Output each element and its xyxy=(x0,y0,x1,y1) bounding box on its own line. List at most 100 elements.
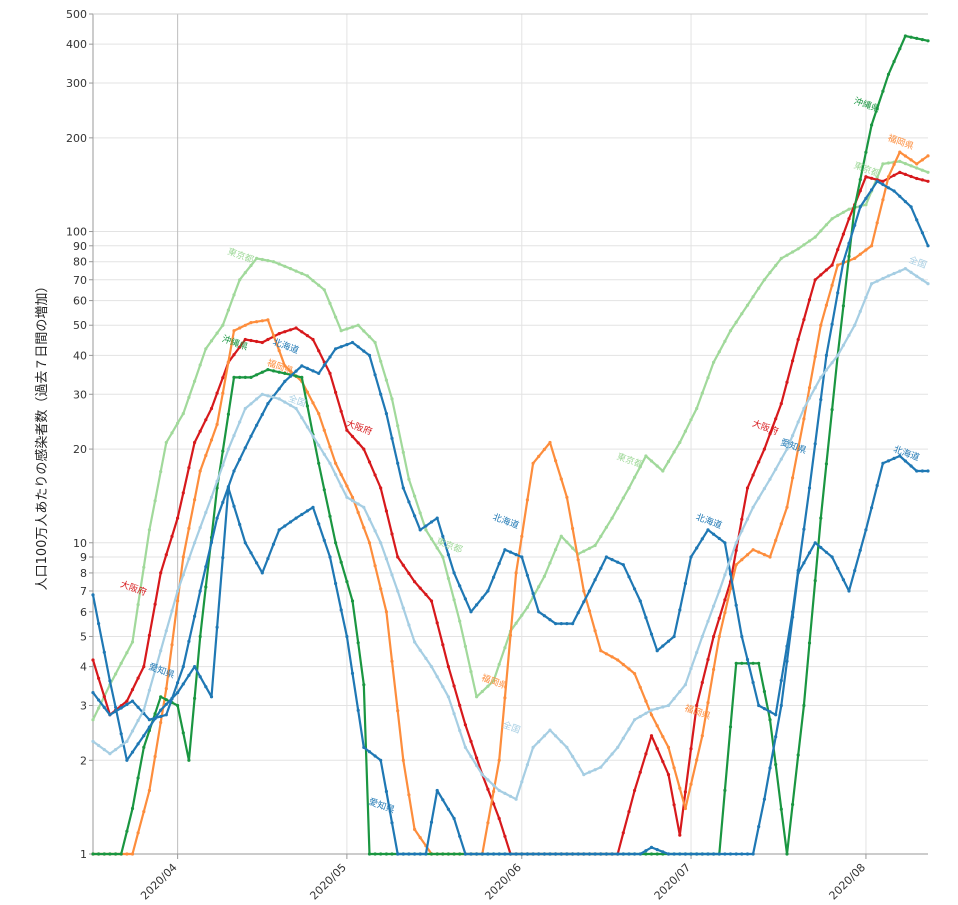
data-point xyxy=(836,353,840,357)
data-point xyxy=(221,391,225,395)
data-point xyxy=(700,391,704,395)
data-point xyxy=(469,670,473,674)
data-point xyxy=(91,739,95,744)
data-point xyxy=(384,509,388,513)
data-point xyxy=(655,649,659,653)
data-point xyxy=(238,457,242,461)
data-point xyxy=(221,500,225,504)
data-point xyxy=(142,734,146,738)
y-tick-label: 1 xyxy=(80,848,87,861)
data-point xyxy=(920,158,925,162)
x-tick-label: 2020/07 xyxy=(652,861,694,903)
data-point xyxy=(193,696,197,701)
y-tick-label: 500 xyxy=(66,8,87,21)
data-point xyxy=(176,516,180,520)
data-point xyxy=(221,449,225,453)
data-point xyxy=(497,852,501,856)
data-point xyxy=(706,657,710,662)
data-point xyxy=(300,364,304,368)
data-point xyxy=(480,852,484,856)
data-point xyxy=(740,661,744,665)
data-point xyxy=(649,632,654,636)
data-point xyxy=(97,852,101,856)
data-point xyxy=(587,546,592,550)
data-point xyxy=(757,496,761,500)
data-point xyxy=(807,551,812,555)
y-tick-label: 8 xyxy=(80,567,87,580)
data-point xyxy=(627,575,631,579)
data-point xyxy=(452,598,456,602)
data-point xyxy=(328,355,332,359)
data-point xyxy=(655,747,659,751)
data-point xyxy=(633,672,637,676)
data-point xyxy=(604,652,609,656)
data-point xyxy=(892,173,896,177)
data-point xyxy=(322,488,326,492)
data-point xyxy=(170,643,174,647)
data-point xyxy=(475,756,479,760)
data-point xyxy=(424,852,428,856)
data-point xyxy=(311,505,315,509)
data-point xyxy=(339,608,343,612)
data-point xyxy=(334,541,338,545)
data-point xyxy=(655,707,659,711)
data-point xyxy=(728,557,733,561)
data-point xyxy=(807,239,812,243)
data-point xyxy=(260,319,264,323)
data-point xyxy=(401,563,405,567)
data-point xyxy=(796,753,800,757)
data-point xyxy=(469,754,473,759)
data-point xyxy=(334,581,338,586)
data-point xyxy=(774,467,778,471)
data-point xyxy=(621,831,625,835)
data-point xyxy=(740,852,744,856)
data-point xyxy=(249,338,253,343)
data-point xyxy=(870,123,874,127)
data-point xyxy=(875,106,879,110)
data-point xyxy=(390,852,394,856)
data-point xyxy=(571,622,575,626)
data-point xyxy=(232,434,236,438)
data-point xyxy=(768,432,772,436)
data-point xyxy=(870,506,874,510)
data-point xyxy=(350,599,355,603)
data-point xyxy=(554,734,558,738)
data-point xyxy=(870,176,874,180)
data-point xyxy=(418,836,422,840)
data-point xyxy=(317,522,321,526)
data-point xyxy=(91,691,95,695)
data-point xyxy=(875,221,879,225)
data-point xyxy=(288,369,293,373)
data-point xyxy=(655,724,659,728)
data-point xyxy=(136,776,140,780)
data-point xyxy=(260,370,264,374)
data-point xyxy=(362,505,366,509)
data-point xyxy=(266,337,270,342)
y-tick-label: 100 xyxy=(66,226,87,239)
data-point xyxy=(858,205,862,209)
data-point xyxy=(841,260,846,264)
y-tick-label: 7 xyxy=(80,585,87,598)
data-point xyxy=(446,665,450,669)
data-point xyxy=(672,634,676,639)
data-point xyxy=(864,248,868,252)
data-point xyxy=(633,788,637,793)
data-point xyxy=(565,745,569,750)
data-point xyxy=(508,550,513,554)
data-point xyxy=(413,494,417,498)
data-point xyxy=(559,622,563,626)
data-point xyxy=(548,618,552,622)
data-point xyxy=(401,450,405,454)
data-point xyxy=(926,39,930,43)
data-point xyxy=(785,253,789,257)
data-point xyxy=(819,375,823,379)
data-point xyxy=(898,150,902,154)
y-tick-label: 5 xyxy=(80,630,87,643)
data-point xyxy=(260,412,264,417)
data-point xyxy=(542,574,547,579)
data-point xyxy=(920,278,925,282)
data-point xyxy=(548,852,552,856)
data-point xyxy=(277,370,281,374)
data-point xyxy=(886,274,891,278)
data-point xyxy=(226,485,230,489)
